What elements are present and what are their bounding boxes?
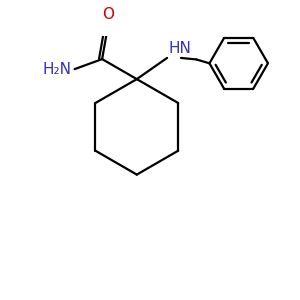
Text: HN: HN <box>169 41 191 56</box>
Text: O: O <box>102 7 114 22</box>
Text: H₂N: H₂N <box>43 61 72 76</box>
